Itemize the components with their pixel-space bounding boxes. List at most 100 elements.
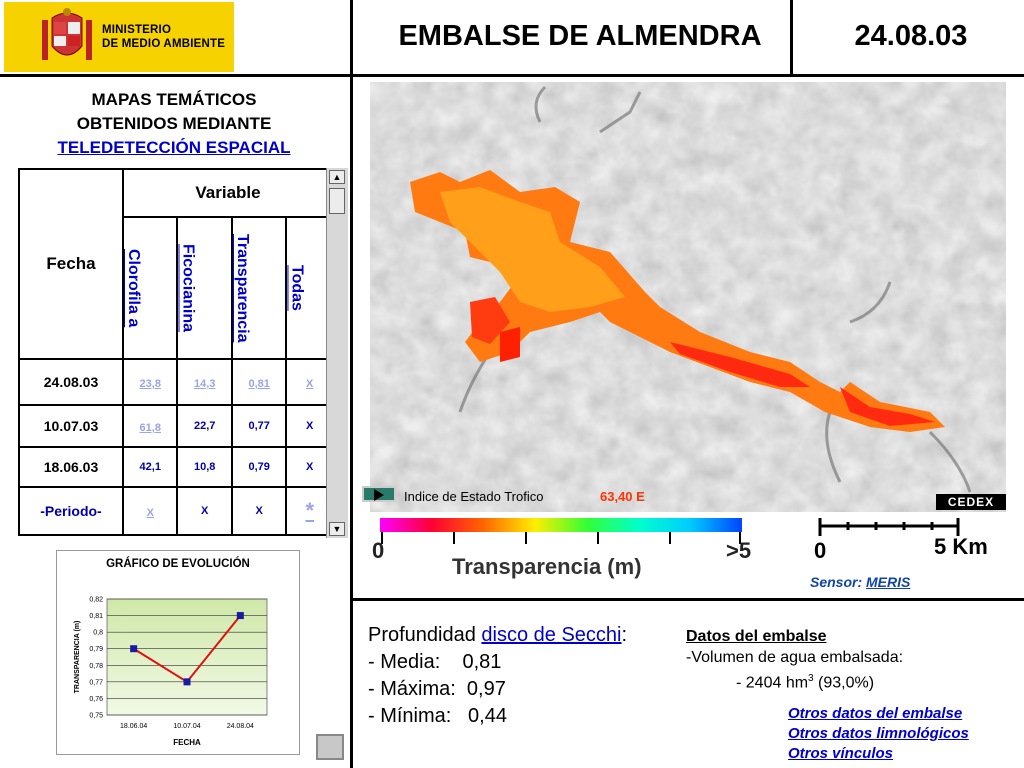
- y-tick-label: 0,77: [89, 679, 103, 686]
- nav-button[interactable]: [316, 734, 344, 760]
- cell-link[interactable]: 0,81: [248, 378, 270, 390]
- col-todas-label[interactable]: Todas: [288, 265, 306, 311]
- divider: [350, 598, 1024, 601]
- divider: [350, 0, 353, 768]
- play-button[interactable]: [362, 486, 396, 502]
- col-transparencia[interactable]: Transparencia: [230, 216, 288, 360]
- scrollbar[interactable]: ▲ ▼: [326, 168, 348, 538]
- col-todas[interactable]: Todas: [285, 216, 334, 360]
- colorbar-min: 0: [372, 538, 385, 563]
- coat-of-arms-icon: [42, 8, 92, 60]
- scroll-thumb[interactable]: [329, 188, 345, 214]
- sensor-info: Sensor: MERIS: [810, 574, 910, 590]
- secchi-suffix: :: [621, 624, 628, 646]
- col-clorofila[interactable]: Clorofila a: [121, 216, 179, 360]
- link-otros-datos-limnologicos[interactable]: Otros datos limnológicos: [788, 725, 969, 742]
- y-tick-label: 0,82: [89, 597, 103, 604]
- page-date: 24.08.03: [854, 20, 968, 52]
- teledeteccion-link[interactable]: TELEDETECCIÓN ESPACIAL: [57, 138, 291, 157]
- scroll-down-icon[interactable]: ▼: [329, 522, 345, 536]
- cell-link[interactable]: *: [305, 498, 314, 523]
- chart-svg: 0,75 0,76 0,77 0,78 0,79 0,8 0,81 0,82 18.06.04…: [74, 597, 268, 747]
- x-axis-label: FECHA: [173, 738, 201, 747]
- scroll-up-icon[interactable]: ▲: [329, 170, 345, 184]
- indicator-value: 63,40 E: [600, 489, 645, 504]
- cell-link[interactable]: X: [146, 507, 154, 519]
- row-fecha: -Periodo-: [18, 486, 124, 536]
- data-point: [130, 645, 138, 653]
- table-row: -Periodo- X X X *: [18, 486, 334, 536]
- y-tick-label: 0,81: [89, 613, 103, 620]
- y-tick-label: 0,8: [93, 630, 103, 637]
- volumen-percent: (93,0%): [813, 674, 875, 692]
- ministry-name: MINISTERIO DE MEDIO AMBIENTE: [102, 23, 225, 51]
- scale-max: 5 Km: [934, 534, 988, 559]
- secchi-media: - Media: 0,81: [368, 651, 502, 673]
- link-otros-vinculos[interactable]: Otros vínculos: [788, 745, 894, 762]
- cell-value[interactable]: 10,8: [176, 446, 233, 488]
- fecha-header: Fecha: [18, 168, 124, 360]
- sensor-label: Sensor:: [810, 574, 863, 590]
- colorbar-ticks: [381, 532, 741, 544]
- col-transparencia-label[interactable]: Transparencia: [233, 233, 251, 343]
- subtitle-line1: MAPAS TEMÁTICOS: [91, 90, 257, 109]
- table-row: 10.07.03 61,8 22,7 0,77 X: [18, 404, 334, 448]
- ministry-line2: DE MEDIO AMBIENTE: [102, 38, 226, 50]
- col-ficocianina-label[interactable]: Ficocianina: [179, 243, 197, 333]
- cell-value[interactable]: 0,77: [230, 404, 288, 448]
- datos-title: Datos del embalse: [686, 628, 827, 645]
- divider: [790, 0, 793, 76]
- secchi-link[interactable]: disco de Secchi: [481, 624, 622, 646]
- link-otros-datos-embalse[interactable]: Otros datos del embalse: [788, 705, 963, 722]
- table-row: 24.08.03 23,8 14,3 0,81 X: [18, 358, 334, 406]
- ministry-logo: MINISTERIO DE MEDIO AMBIENTE: [4, 2, 234, 72]
- secchi-block: Profundidad disco de Secchi: - Media: 0,…: [368, 622, 627, 730]
- sensor-link[interactable]: MERIS: [866, 574, 911, 590]
- data-point: [183, 678, 191, 686]
- links-list: Otros datos del embalse Otros datos limn…: [788, 704, 969, 764]
- cell-value[interactable]: 0,79: [230, 446, 288, 488]
- col-clorofila-label[interactable]: Clorofila a: [125, 248, 142, 328]
- table-row: 18.06.03 42,1 10,8 0,79 X: [18, 446, 334, 488]
- datos-volumen-value: - 2404 hm3 (93,0%): [686, 668, 903, 693]
- scale-min: 0: [814, 538, 827, 563]
- x-tick-label: 10.07.04: [173, 723, 200, 730]
- scale-bar: [818, 518, 960, 536]
- cell-value[interactable]: 42,1: [121, 446, 179, 488]
- subtitle-line2: OBTENIDOS MEDIANTE: [76, 114, 272, 133]
- y-tick-label: 0,78: [89, 663, 103, 670]
- divider: [0, 74, 1024, 77]
- x-tick-label: 24.08.04: [227, 723, 254, 730]
- x-tick-label: 18.06.04: [120, 723, 147, 730]
- cedex-logo: CEDEX: [936, 494, 1006, 510]
- ministry-line1: MINISTERIO: [102, 24, 172, 36]
- cell-value[interactable]: 22,7: [176, 404, 233, 448]
- col-ficocianina[interactable]: Ficocianina: [176, 216, 233, 360]
- cell-link[interactable]: X: [306, 378, 314, 390]
- datos-embalse: Datos del embalse -Volumen de agua embal…: [686, 626, 903, 693]
- indicator-label: Indice de Estado Trofico: [404, 489, 544, 504]
- cell-link[interactable]: 14,3: [194, 378, 216, 390]
- variable-header: Variable: [122, 168, 334, 218]
- cell-link[interactable]: 61,8: [139, 422, 161, 434]
- secchi-maxima: - Máxima: 0,97: [368, 678, 506, 700]
- cell-value[interactable]: X: [230, 486, 288, 536]
- row-fecha: 18.06.03: [18, 446, 124, 488]
- data-point: [236, 612, 244, 620]
- page-title: EMBALSE DE ALMENDRA: [398, 20, 762, 52]
- reservoir-map: [370, 82, 1006, 512]
- row-fecha: 10.07.03: [18, 404, 124, 448]
- y-tick-label: 0,75: [89, 713, 103, 720]
- y-axis-label: TRANSPARENCIA (m): [74, 621, 81, 694]
- volumen-number: - 2404 hm: [736, 674, 809, 692]
- cell-value[interactable]: X: [176, 486, 233, 536]
- y-tick-label: 0,76: [89, 696, 103, 703]
- y-tick-label: 0,79: [89, 646, 103, 653]
- volumen-superscript: 3: [808, 673, 814, 684]
- play-icon: [374, 489, 384, 501]
- cell-link[interactable]: 23,8: [139, 378, 161, 390]
- secchi-minima: - Mínima: 0,44: [368, 705, 507, 727]
- subtitle: MAPAS TEMÁTICOS OBTENIDOS MEDIANTE TELED…: [4, 88, 344, 160]
- row-fecha: 24.08.03: [18, 358, 124, 406]
- secchi-prefix: Profundidad: [368, 624, 482, 646]
